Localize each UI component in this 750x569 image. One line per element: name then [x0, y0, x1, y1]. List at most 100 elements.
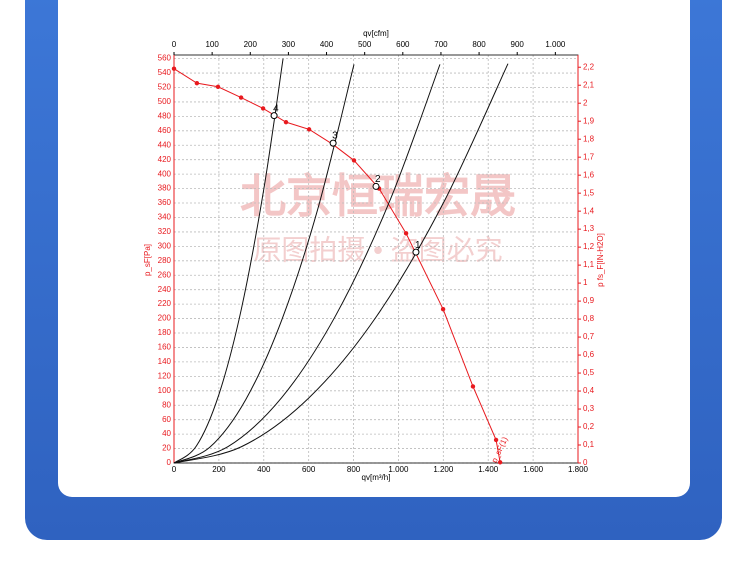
y2-tick-label: 1,5	[583, 188, 595, 197]
x2-tick-label: 100	[205, 40, 219, 49]
y2-tick-label: 1,1	[583, 260, 595, 269]
data-point	[238, 95, 244, 100]
y2-tick-label: 0,4	[583, 386, 595, 395]
y-tick-label: 460	[158, 126, 172, 135]
operating-point-label: 1	[415, 240, 421, 251]
x2-tick-label: 300	[282, 40, 296, 49]
y-tick-label: 100	[158, 386, 172, 395]
y-tick-label: 380	[158, 184, 172, 193]
data-point	[171, 66, 177, 71]
operating-point-label: 2	[375, 174, 381, 185]
y2-tick-label: 0,8	[583, 314, 595, 323]
x2-tick-label: 200	[244, 40, 258, 49]
system-curve	[173, 63, 509, 464]
data-point	[260, 106, 266, 111]
y-label: p_sF[Pa]	[143, 244, 152, 276]
data-point	[403, 231, 409, 236]
x-tick-label: 1.600	[523, 465, 544, 474]
y-tick-label: 0	[167, 458, 172, 467]
y-tick-label: 540	[158, 68, 172, 77]
y-tick-label: 200	[158, 314, 172, 323]
watermark: 原图拍摄 • 盗图必究	[253, 234, 502, 265]
y-tick-label: 180	[158, 328, 172, 337]
y-tick-label: 160	[158, 343, 172, 352]
x-label: qv[m³/h]	[362, 473, 391, 482]
y2-tick-label: 2,2	[583, 62, 595, 71]
y-tick-label: 240	[158, 285, 172, 294]
x2-tick-label: 1.000	[545, 40, 566, 49]
y-tick-label: 440	[158, 140, 172, 149]
x2-tick-label: 0	[172, 40, 177, 49]
data-point	[194, 80, 200, 86]
x-tick-label: 1.800	[568, 465, 589, 474]
data-point	[306, 127, 312, 132]
operating-point-label: 4	[273, 103, 279, 114]
x2-label: qv[cfm]	[363, 29, 389, 38]
x2-tick-label: 600	[396, 40, 410, 49]
y2-tick-label: 1,4	[583, 206, 595, 215]
y-tick-label: 340	[158, 213, 172, 222]
y2-label: p fs_F[IN-H2O]	[596, 233, 605, 287]
x-tick-label: 200	[212, 465, 226, 474]
operating-point-label: 3	[332, 131, 338, 142]
data-point	[283, 119, 289, 125]
data-point	[470, 384, 476, 389]
y2-tick-label: 1	[583, 278, 588, 287]
y2-tick-label: 2	[583, 98, 588, 107]
x-tick-label: 600	[302, 465, 316, 474]
y-tick-label: 500	[158, 97, 172, 106]
x2-tick-label: 900	[511, 40, 525, 49]
data-point	[493, 437, 499, 443]
card	[58, 0, 690, 497]
y-tick-label: 280	[158, 256, 172, 265]
x-tick-label: 1.200	[433, 465, 454, 474]
y-tick-label: 360	[158, 198, 172, 207]
y2-tick-label: 0,9	[583, 296, 595, 305]
y-tick-label: 80	[162, 400, 171, 409]
y-tick-label: 260	[158, 270, 172, 279]
y2-tick-label: 1,7	[583, 152, 595, 161]
y-tick-label: 400	[158, 169, 172, 178]
operating-point	[372, 182, 380, 190]
y2-tick-label: 0	[583, 458, 588, 467]
y2-tick-label: 0,1	[583, 440, 595, 449]
x2-tick-label: 500	[358, 40, 372, 49]
x-tick-label: 800	[347, 465, 361, 474]
y-tick-label: 300	[158, 241, 172, 250]
y-tick-label: 480	[158, 111, 172, 120]
x-tick-label: 1.000	[388, 465, 409, 474]
y2-tick-label: 1,6	[583, 170, 595, 179]
system-curve	[173, 64, 441, 464]
y2-tick-label: 0,7	[583, 332, 595, 341]
data-point	[497, 460, 503, 465]
y2-tick-label: 1,2	[583, 242, 595, 251]
y-tick-label: 40	[162, 429, 171, 438]
data-point	[351, 158, 357, 163]
y-tick-label: 420	[158, 155, 172, 164]
y2-tick-label: 0,3	[583, 404, 595, 413]
y-tick-label: 60	[162, 415, 171, 424]
operating-point	[329, 139, 337, 147]
x-tick-label: 400	[257, 465, 271, 474]
data-point	[215, 84, 221, 89]
y2-tick-label: 0,6	[583, 350, 595, 359]
operating-point	[412, 248, 420, 256]
y2-tick-label: 2,1	[583, 80, 595, 89]
y2-tick-label: 0,5	[583, 368, 595, 377]
y-tick-label: 220	[158, 299, 172, 308]
x2-tick-label: 700	[434, 40, 448, 49]
y2-tick-label: 1,8	[583, 134, 595, 143]
x-tick-label: 0	[172, 465, 177, 474]
x-tick-label: 1.400	[478, 465, 499, 474]
system-curve	[173, 58, 284, 464]
data-point	[440, 306, 446, 312]
y-tick-label: 20	[162, 444, 171, 453]
y-tick-label: 520	[158, 83, 172, 92]
operating-point	[270, 112, 278, 120]
y-tick-label: 560	[158, 54, 172, 63]
y2-tick-label: 0,2	[583, 422, 595, 431]
y2-tick-label: 1,3	[583, 224, 595, 233]
y2-tick-label: 1,9	[583, 116, 595, 125]
watermark: 北京恒瑞宏晟	[240, 170, 516, 222]
